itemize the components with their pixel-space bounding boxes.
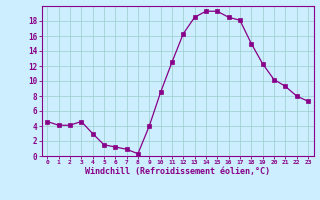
X-axis label: Windchill (Refroidissement éolien,°C): Windchill (Refroidissement éolien,°C) — [85, 167, 270, 176]
